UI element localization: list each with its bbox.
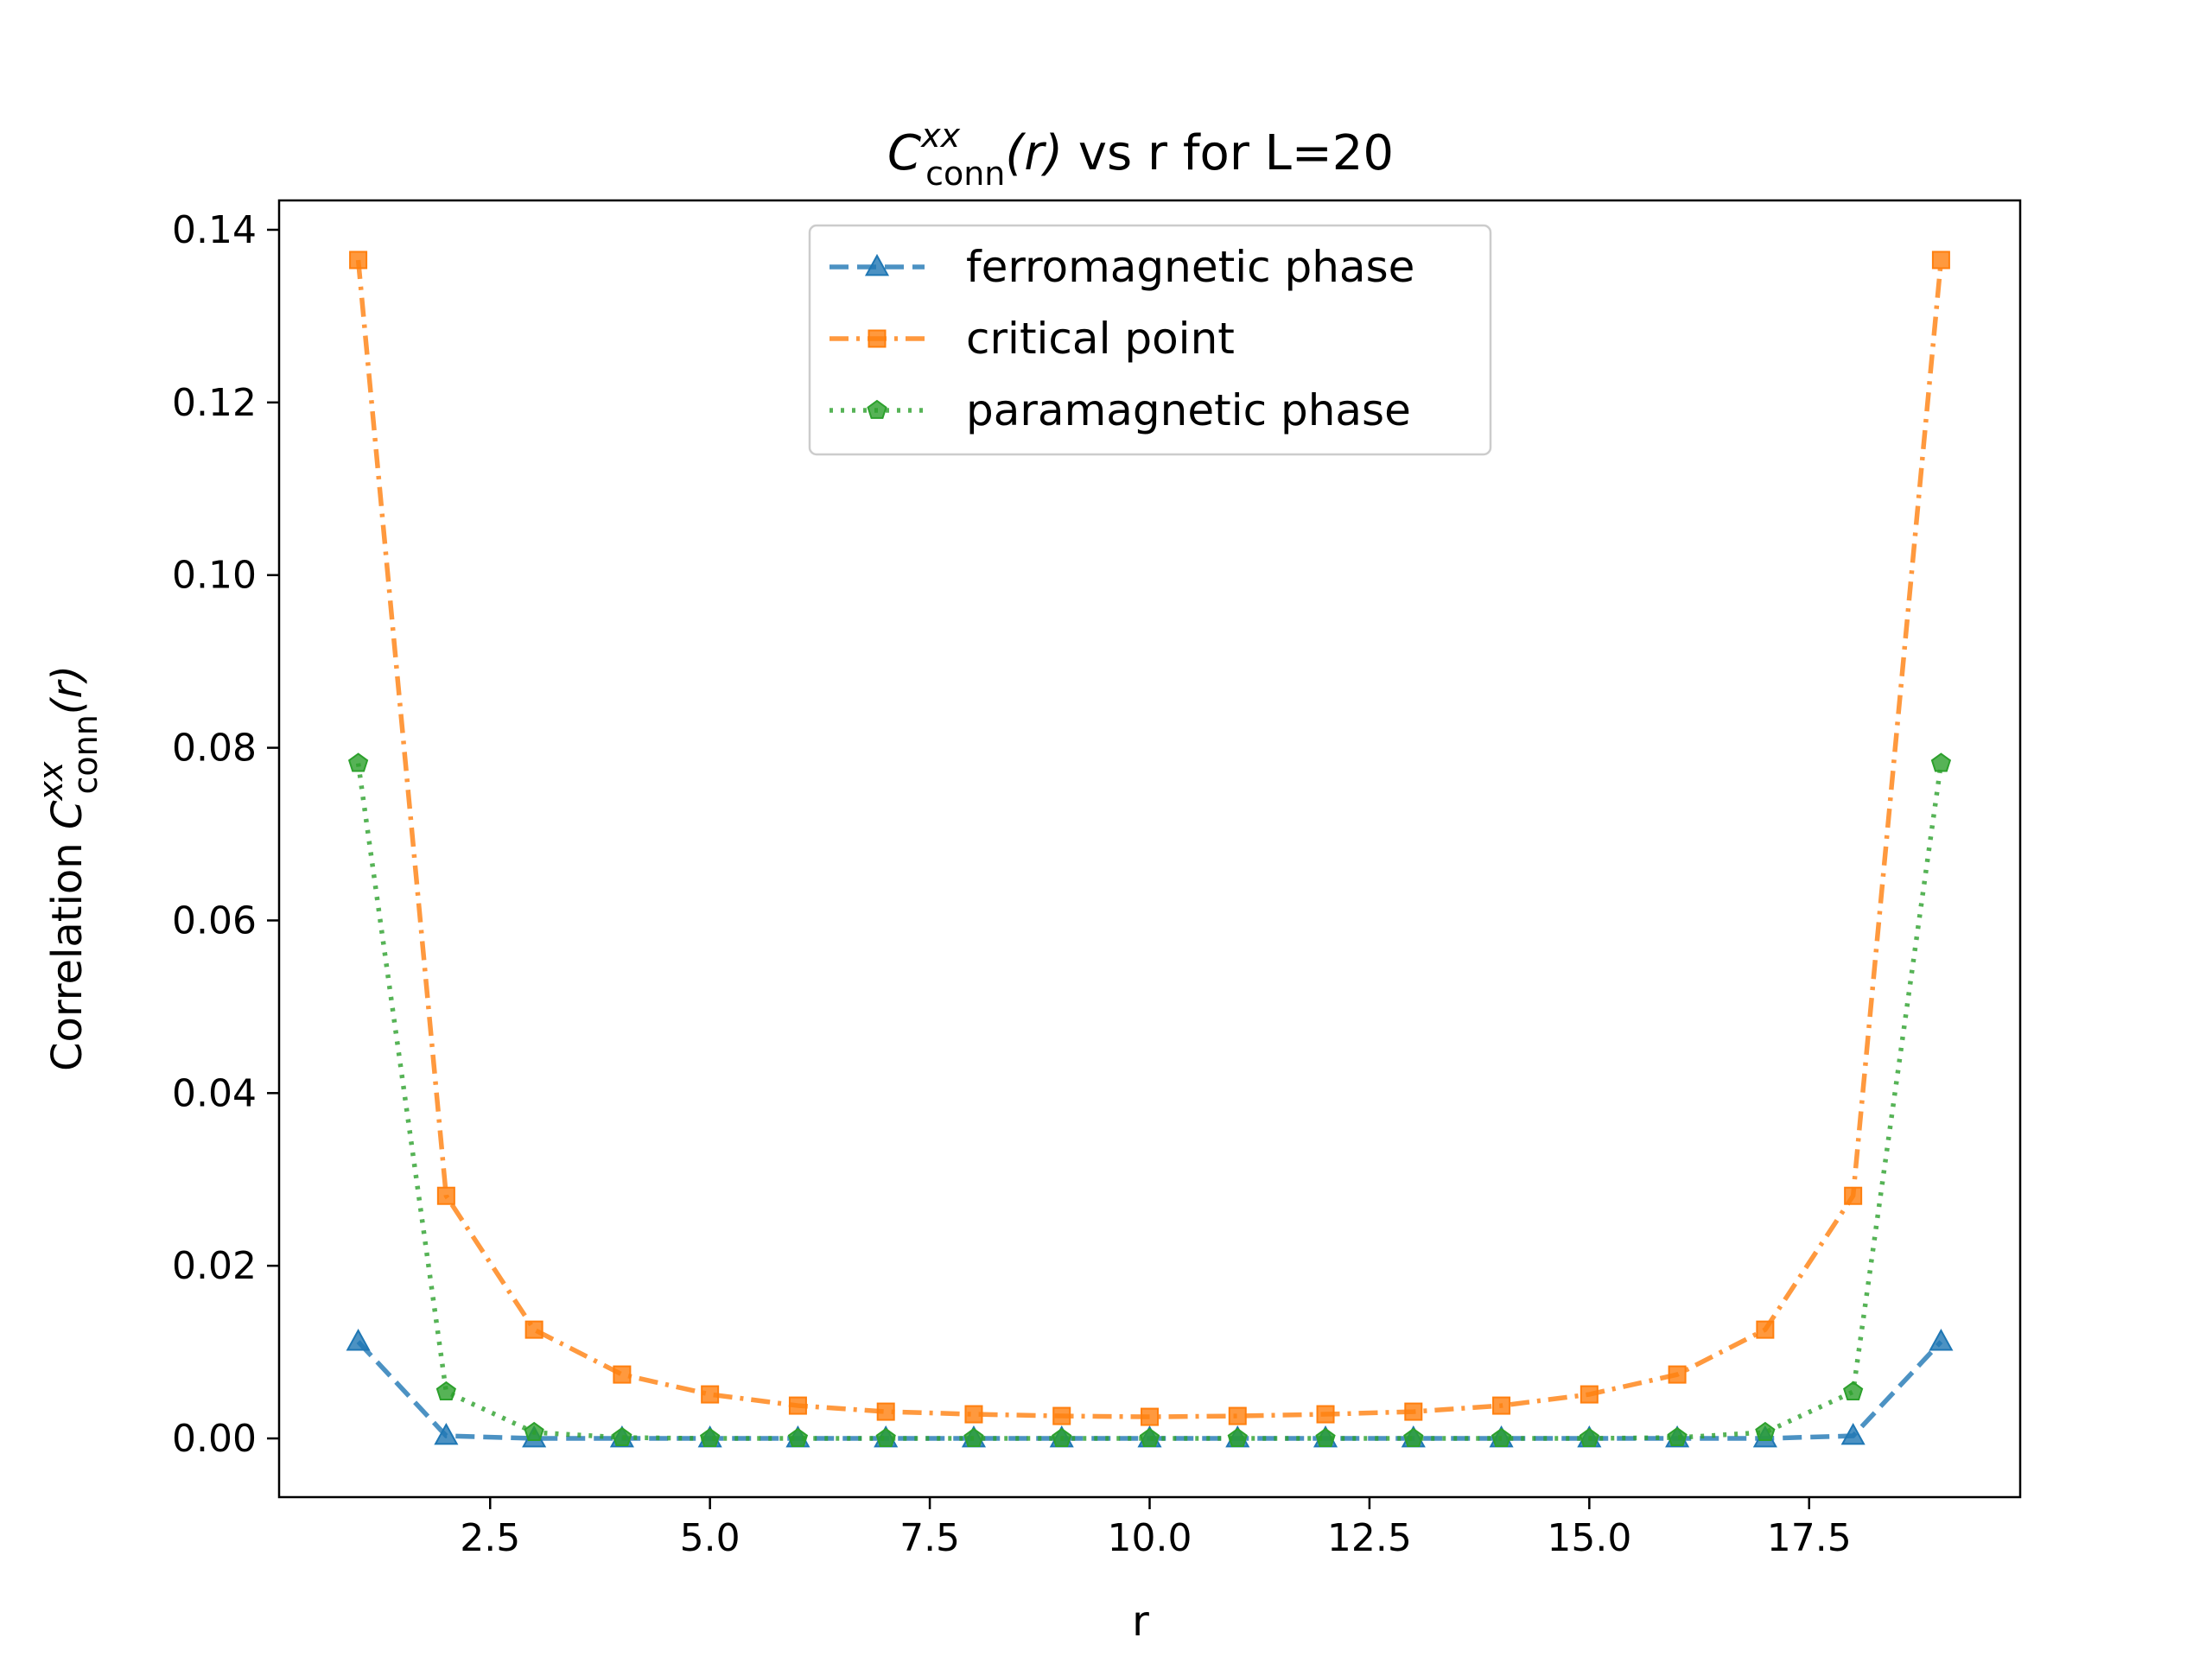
data-point [1840,1422,1866,1445]
data-point [700,1427,721,1447]
y-tick-label: 0.12 [172,381,257,425]
y-tick-label: 0.14 [172,208,257,252]
legend-label: critical point [966,314,1235,364]
data-point [524,1421,544,1441]
x-tick-label: 12.5 [1327,1516,1412,1560]
plot-area [277,199,2022,1499]
data-point [1580,1385,1599,1404]
y-tick-label: 0.08 [172,727,257,771]
series-critical-point [349,251,1950,1426]
data-point [1228,1406,1247,1425]
data-point [787,1427,809,1447]
data-point [436,1186,455,1205]
data-point [1843,1381,1864,1400]
legend: ferromagnetic phase critical point paramag… [808,224,1492,456]
data-point [964,1405,983,1424]
y-tick-label: 0.10 [172,554,257,598]
x-tick-label: 5.0 [680,1516,741,1560]
legend-marker [868,329,887,348]
data-point [612,1426,632,1446]
data-point [1052,1406,1071,1425]
x-tick-label: 10.0 [1108,1516,1192,1560]
x-tick-label: 7.5 [899,1516,960,1560]
data-point [1052,1427,1072,1447]
data-point [1668,1365,1687,1384]
data-point [346,1329,371,1351]
data-point [1756,1320,1775,1339]
data-point [963,1427,984,1447]
data-point [1755,1421,1776,1441]
x-tick-label: 17.5 [1767,1516,1852,1560]
y-tick-label: 0.06 [172,898,257,943]
data-point [1667,1426,1688,1446]
legend-marker [867,399,887,419]
y-tick-label: 0.04 [172,1071,257,1115]
data-point [1404,1402,1423,1421]
data-point [435,1381,456,1400]
data-point [1403,1427,1424,1447]
axis-ticks: 2.5 5.0 7.5 10.0 12.5 15.0 17.5 0.00 0.02 0.04 0.0… [172,208,1852,1560]
y-axis-label: Correlation Cxxconn(r) [32,665,105,1071]
x-tick-label: 2.5 [460,1516,520,1560]
data-point [876,1402,895,1421]
data-point [434,1422,459,1445]
data-point [1579,1427,1599,1447]
legend-item: critical point [830,314,1235,364]
data-point [1492,1396,1511,1415]
data-point [1141,1407,1159,1426]
data-point [347,752,369,772]
data-point [1930,752,1952,772]
data-point [349,251,368,270]
legend-item: ferromagnetic phase [830,242,1414,292]
legend-label: paramagnetic phase [966,385,1411,435]
data-point [1315,1427,1336,1447]
data-point [788,1396,807,1415]
data-point [701,1385,720,1404]
y-tick-label: 0.00 [172,1417,257,1461]
series-paramagnetic-phase [347,752,1952,1447]
legend-label: ferromagnetic phase [966,242,1414,292]
legend-box [808,224,1492,456]
chart-title: Cxx conn(r) vs r for L=20 [887,117,1394,193]
data-point [613,1365,632,1384]
data-point [1931,251,1950,270]
data-point [524,1320,543,1339]
data-point [875,1427,896,1447]
x-axis-label: r [1132,1597,1149,1646]
data-point [1316,1405,1335,1424]
data-point [1929,1329,1954,1351]
data-point [1227,1427,1248,1447]
data-point [1139,1427,1160,1447]
legend-marker [864,253,890,276]
data-point [1491,1427,1512,1447]
y-tick-label: 0.02 [172,1244,257,1288]
x-tick-label: 15.0 [1547,1516,1631,1560]
data-point [1844,1186,1863,1205]
legend-item: paramagnetic phase [830,385,1411,435]
